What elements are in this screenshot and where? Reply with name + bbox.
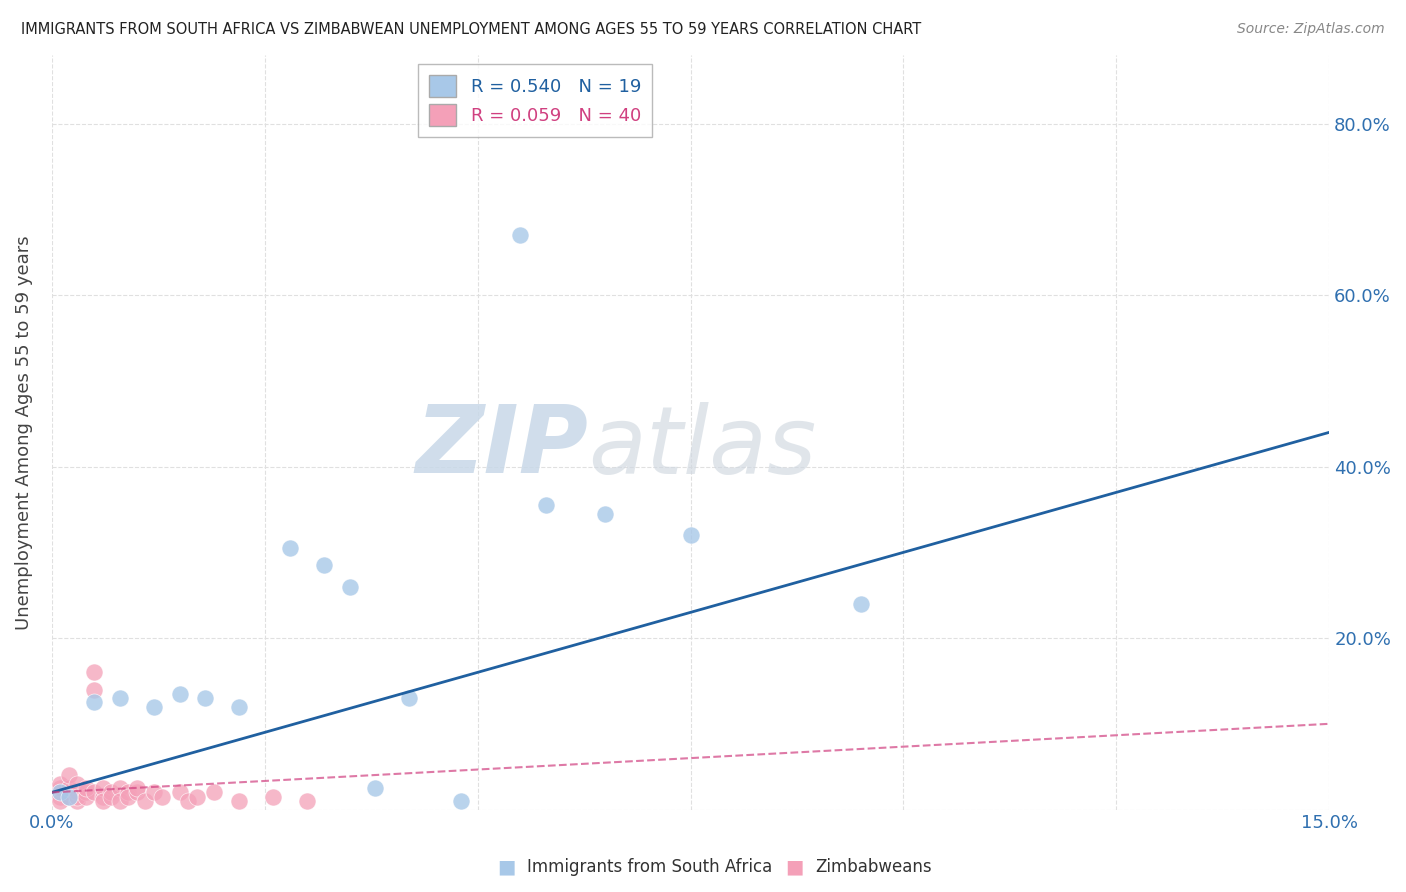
Point [297, 794, 319, 808]
Point [125, 781, 148, 796]
Point [66, 785, 89, 799]
Point [364, 781, 387, 796]
Point [49, 777, 72, 791]
Legend: R = 0.540   N = 19, R = 0.059   N = 40: R = 0.540 N = 19, R = 0.059 N = 40 [419, 64, 652, 137]
Point [177, 794, 200, 808]
Point [228, 794, 250, 808]
Point [83, 785, 105, 799]
Point [75, 785, 97, 799]
Point [595, 507, 617, 521]
Point [58, 789, 80, 804]
Text: Zimbabweans: Zimbabweans [815, 858, 932, 876]
Point [679, 528, 702, 542]
Point [509, 228, 531, 243]
Point [91, 781, 114, 796]
Point [58, 785, 80, 799]
Point [58, 789, 80, 804]
Point [169, 785, 191, 799]
Point [450, 794, 472, 808]
Point [108, 691, 131, 706]
Point [117, 789, 139, 804]
Text: ■: ■ [785, 857, 804, 877]
Point [58, 781, 80, 796]
Point [134, 794, 156, 808]
Point [398, 691, 420, 706]
Point [83, 695, 105, 709]
Point [75, 789, 97, 804]
Point [142, 785, 165, 799]
Point [100, 785, 122, 799]
Point [91, 789, 114, 804]
Point [108, 781, 131, 796]
Point [49, 789, 72, 804]
Point [83, 682, 105, 697]
Point [152, 789, 174, 804]
Point [202, 785, 225, 799]
Text: Source: ZipAtlas.com: Source: ZipAtlas.com [1237, 22, 1385, 37]
Point [169, 687, 191, 701]
Point [83, 665, 105, 680]
Point [534, 498, 557, 512]
Point [339, 580, 361, 594]
Point [66, 777, 89, 791]
Point [186, 789, 208, 804]
Point [314, 558, 336, 573]
Point [278, 541, 301, 555]
Point [49, 785, 72, 799]
Point [125, 785, 148, 799]
Point [117, 785, 139, 799]
Point [91, 794, 114, 808]
Point [194, 691, 217, 706]
Point [849, 597, 872, 611]
Text: IMMIGRANTS FROM SOUTH AFRICA VS ZIMBABWEAN UNEMPLOYMENT AMONG AGES 55 TO 59 YEAR: IMMIGRANTS FROM SOUTH AFRICA VS ZIMBABWE… [21, 22, 921, 37]
Point [228, 699, 250, 714]
Text: ZIP: ZIP [415, 401, 588, 493]
Point [75, 781, 97, 796]
Point [100, 789, 122, 804]
Point [108, 794, 131, 808]
Point [66, 789, 89, 804]
Point [58, 768, 80, 782]
Point [142, 699, 165, 714]
Point [49, 794, 72, 808]
Point [66, 794, 89, 808]
Point [49, 785, 72, 799]
Text: Immigrants from South Africa: Immigrants from South Africa [527, 858, 772, 876]
Text: atlas: atlas [588, 402, 817, 493]
Point [262, 789, 284, 804]
Text: ■: ■ [496, 857, 516, 877]
Point [49, 781, 72, 796]
Y-axis label: Unemployment Among Ages 55 to 59 years: Unemployment Among Ages 55 to 59 years [15, 235, 32, 630]
